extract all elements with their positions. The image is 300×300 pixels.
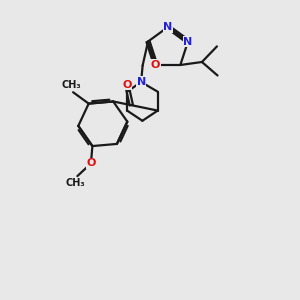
Text: N: N (164, 22, 172, 32)
Text: N: N (136, 77, 146, 87)
Text: N: N (183, 37, 193, 46)
Text: O: O (151, 60, 160, 70)
Text: CH₃: CH₃ (62, 80, 81, 90)
Text: O: O (122, 80, 131, 90)
Text: CH₃: CH₃ (65, 178, 85, 188)
Text: O: O (86, 158, 96, 169)
